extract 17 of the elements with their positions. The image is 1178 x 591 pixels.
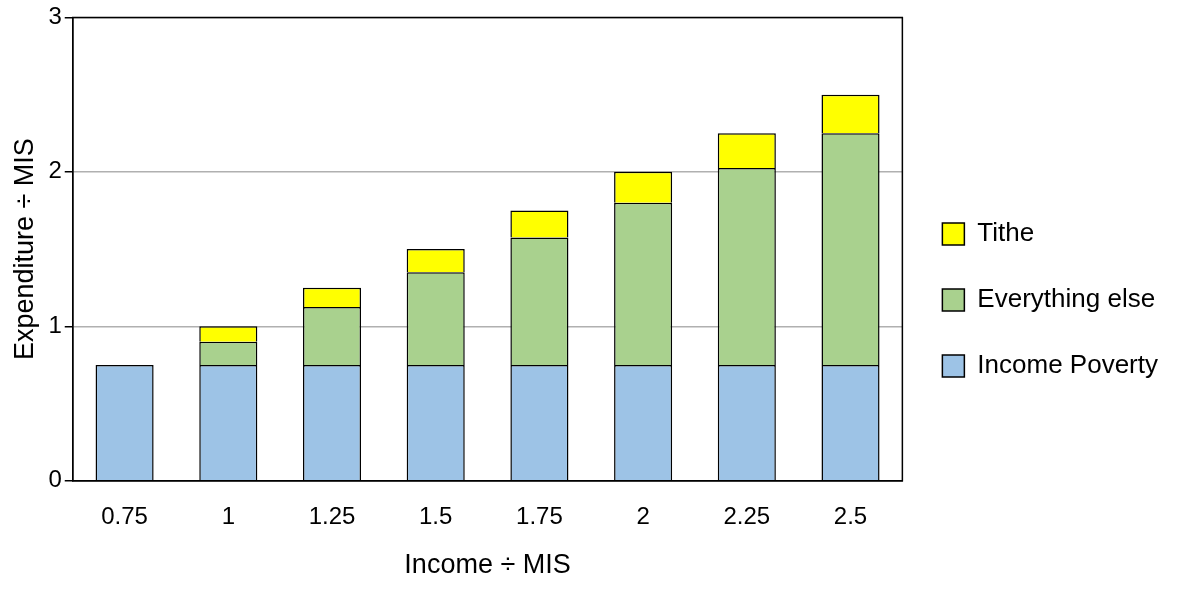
x-tick-label: 1.75 <box>516 501 563 529</box>
x-tick-label: 2.25 <box>723 501 771 529</box>
y-tick-label: 3 <box>48 2 62 30</box>
legend-label: Income Poverty <box>977 349 1159 380</box>
y-tick-label: 2 <box>48 156 62 184</box>
y-tick-label: 1 <box>48 310 62 338</box>
legend-label: Tithe <box>977 217 1035 248</box>
y-tick-label: 0 <box>48 465 62 493</box>
x-tick-label: 1.25 <box>308 501 356 529</box>
y-axis-title: Expenditure ÷ MIS <box>8 138 39 361</box>
x-tick-label: 0.75 <box>101 501 148 529</box>
x-tick-label: 2 <box>636 501 650 529</box>
legend-label: Everything else <box>977 283 1156 314</box>
x-axis-title: Income ÷ MIS <box>404 549 571 580</box>
x-tick-label: 1 <box>221 501 235 529</box>
x-tick-label: 1.5 <box>419 501 453 529</box>
x-tick-label: 2.5 <box>833 501 868 529</box>
